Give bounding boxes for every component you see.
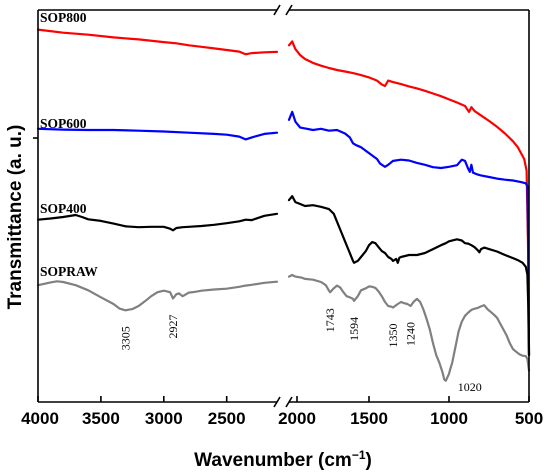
series-layer [36,28,531,382]
series-line-sop600-right [287,110,531,357]
x-tick-label: 1500 [350,409,388,428]
axis-break-mark [273,4,281,16]
series-line-sopraw-left [36,280,279,312]
axis-break-mark [273,396,281,408]
series-label-sop600: SOP600 [40,116,87,131]
series-labels: SOP800 SOP600 SOP400 SOPRAW [40,10,98,279]
series-line-sop800-left [36,28,279,56]
peak-label: 1350 [386,324,400,348]
series-line-sop600-left [36,127,279,141]
series-label-sopraw: SOPRAW [40,264,98,279]
peak-label: 1240 [404,322,418,346]
peak-label: 1594 [347,317,361,341]
x-axis-title: Wavenumber (cm−1) [194,448,372,471]
y-axis-title: Transmittance (a. u.) [5,125,26,310]
peak-label: 3305 [118,326,132,350]
series-line-sop400-right [287,195,531,357]
x-tick-label: 2500 [208,409,246,428]
series-line-sop800-right [287,40,531,357]
x-tick-label: 2000 [278,409,316,428]
series-label-sop400: SOP400 [40,201,87,216]
x-tick-label: 1000 [430,409,468,428]
x-tick-label: 3000 [145,409,183,428]
x-axis-ticks: 4000 3500 3000 2500 2000 1500 1000 500 [21,396,543,428]
axis-break-mark [285,4,293,16]
axis-break-mark [285,396,293,408]
plot-frame [33,4,530,408]
series-line-sopraw-right [287,273,531,382]
x-tick-label: 3500 [82,409,120,428]
series-label-sop800: SOP800 [40,10,87,25]
peak-label: 2927 [166,315,180,339]
peak-label: 1743 [323,308,337,332]
x-tick-label: 4000 [21,409,59,428]
x-tick-label: 500 [515,409,543,428]
peak-label: 1020 [458,380,482,394]
series-line-sop400-left [36,212,279,232]
peak-annotations: 3305 2927 1743 1594 1350 1240 1020 [118,308,481,394]
